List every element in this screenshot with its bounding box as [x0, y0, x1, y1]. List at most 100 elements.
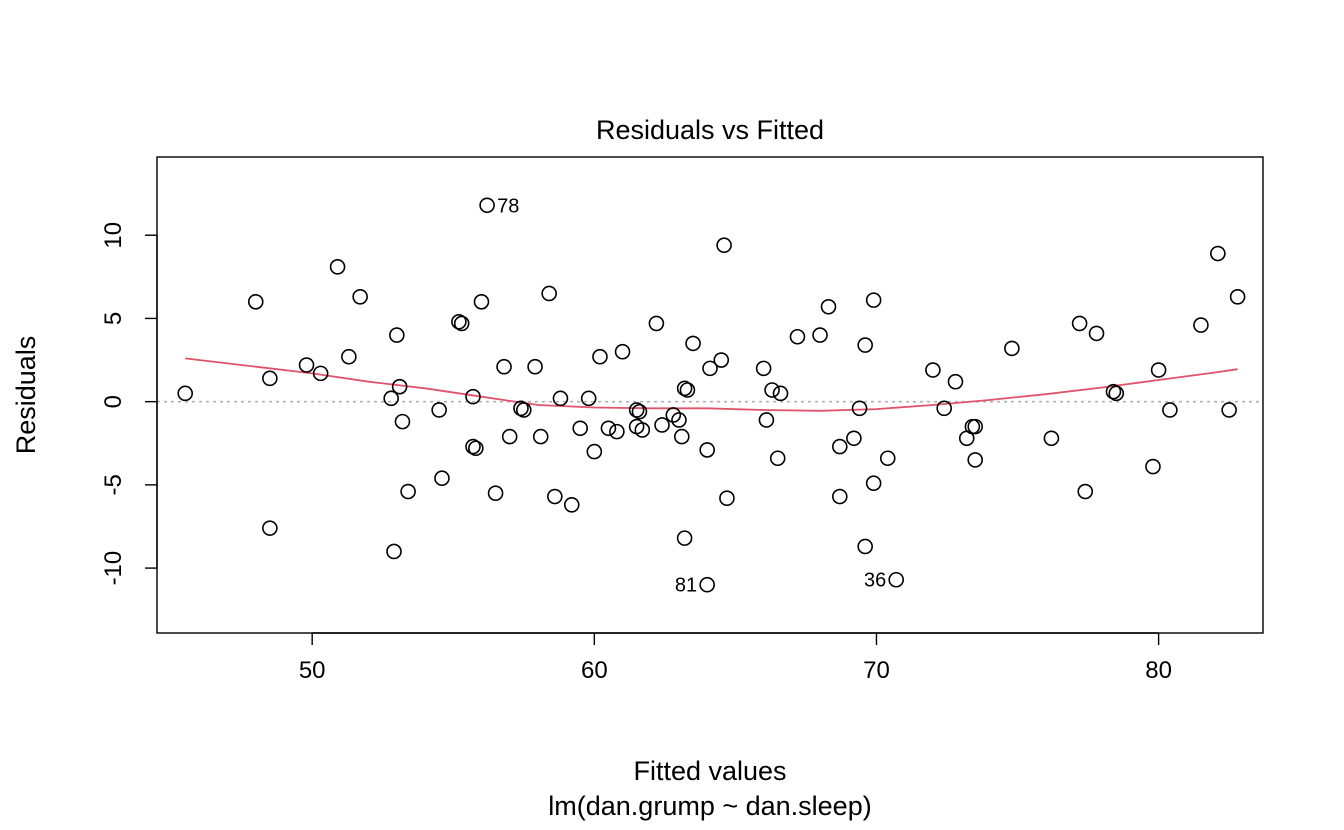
data-point [609, 423, 625, 440]
points-group [177, 197, 1246, 593]
data-point [586, 443, 603, 460]
y-axis: -10 -5 0 5 10 [100, 222, 158, 586]
data-point [400, 483, 416, 500]
data-point [383, 390, 399, 407]
data-point [865, 475, 882, 492]
data-point [755, 360, 772, 377]
data-point [654, 417, 670, 433]
point-label: 78 [497, 195, 519, 217]
data-point [673, 428, 690, 445]
data-point [831, 438, 848, 455]
smooth-line-group [185, 357, 1238, 412]
data-point [496, 358, 512, 375]
y-tick-label: -10 [100, 551, 127, 586]
y-tick-label: 0 [100, 395, 127, 408]
data-point [1108, 385, 1125, 402]
data-point [1004, 340, 1020, 357]
point-label: 36 [864, 570, 886, 592]
data-point [634, 422, 651, 438]
data-point [879, 450, 896, 467]
data-point [487, 485, 504, 501]
data-point [702, 360, 718, 377]
x-axis-label: Fitted values [633, 756, 786, 786]
chart-subtitle: lm(dan.grump ~ dan.sleep) [548, 791, 871, 821]
data-point [465, 388, 481, 405]
data-point [631, 403, 648, 420]
point-label: 81 [675, 575, 697, 597]
y-tick-label: 5 [100, 312, 127, 325]
data-point [1043, 430, 1060, 447]
data-point [552, 390, 569, 407]
data-point [541, 285, 557, 302]
data-point [865, 292, 882, 308]
data-point [676, 530, 693, 546]
data-point [592, 348, 608, 365]
data-point [473, 293, 490, 310]
data-point [501, 428, 518, 445]
data-point [947, 373, 964, 390]
data-point [769, 450, 786, 467]
data-point [758, 412, 775, 428]
data-point [391, 378, 408, 395]
y-tick-label: -5 [100, 474, 127, 495]
data-point [699, 442, 715, 458]
data-point [389, 327, 405, 343]
x-tick-label: 70 [863, 657, 890, 684]
data-point [394, 413, 411, 430]
x-tick-label: 60 [581, 657, 608, 684]
data-point [1071, 315, 1088, 332]
data-point [600, 420, 617, 437]
data-point [857, 538, 873, 555]
data-point [857, 337, 873, 353]
data-point [1210, 245, 1226, 262]
data-point [247, 293, 264, 310]
data-point [1229, 289, 1246, 305]
data-point [1077, 483, 1094, 500]
data-point [665, 407, 682, 423]
data-point [479, 197, 495, 214]
data-point [1105, 383, 1122, 400]
data-point [329, 259, 346, 275]
data-point [431, 402, 447, 418]
data-point [676, 380, 693, 397]
data-point [1145, 458, 1161, 475]
data-point [177, 385, 194, 402]
data-point [1162, 402, 1178, 418]
chart-title: Residuals vs Fitted [596, 115, 824, 145]
y-axis-label: Residuals [11, 336, 41, 455]
data-point [716, 237, 732, 254]
x-tick-label: 80 [1145, 657, 1172, 684]
data-point [262, 370, 278, 387]
data-point [846, 430, 862, 447]
data-point [699, 576, 715, 593]
data-point [764, 382, 780, 398]
data-point [465, 438, 481, 455]
data-point [967, 418, 984, 435]
data-point [262, 520, 278, 536]
data-point [648, 315, 665, 332]
data-point [671, 412, 687, 428]
data-point [453, 315, 470, 332]
data-point [451, 313, 467, 330]
data-point [527, 358, 543, 375]
data-point [1150, 362, 1167, 378]
data-point [547, 488, 563, 505]
data-point [812, 327, 828, 343]
data-point [713, 352, 730, 368]
data-point [1088, 325, 1105, 342]
data-point [967, 452, 984, 468]
data-point [719, 490, 735, 506]
data-point [563, 497, 580, 513]
data-point [936, 400, 952, 417]
y-tick-label: 10 [100, 222, 127, 249]
data-point [532, 428, 549, 445]
data-point [1221, 402, 1237, 418]
data-point [888, 571, 905, 588]
x-tick-label: 50 [299, 657, 326, 684]
x-axis: 50 60 70 80 [299, 632, 1172, 684]
data-point [772, 385, 789, 402]
data-point [341, 348, 357, 365]
data-point [685, 335, 701, 352]
data-point [580, 390, 597, 407]
